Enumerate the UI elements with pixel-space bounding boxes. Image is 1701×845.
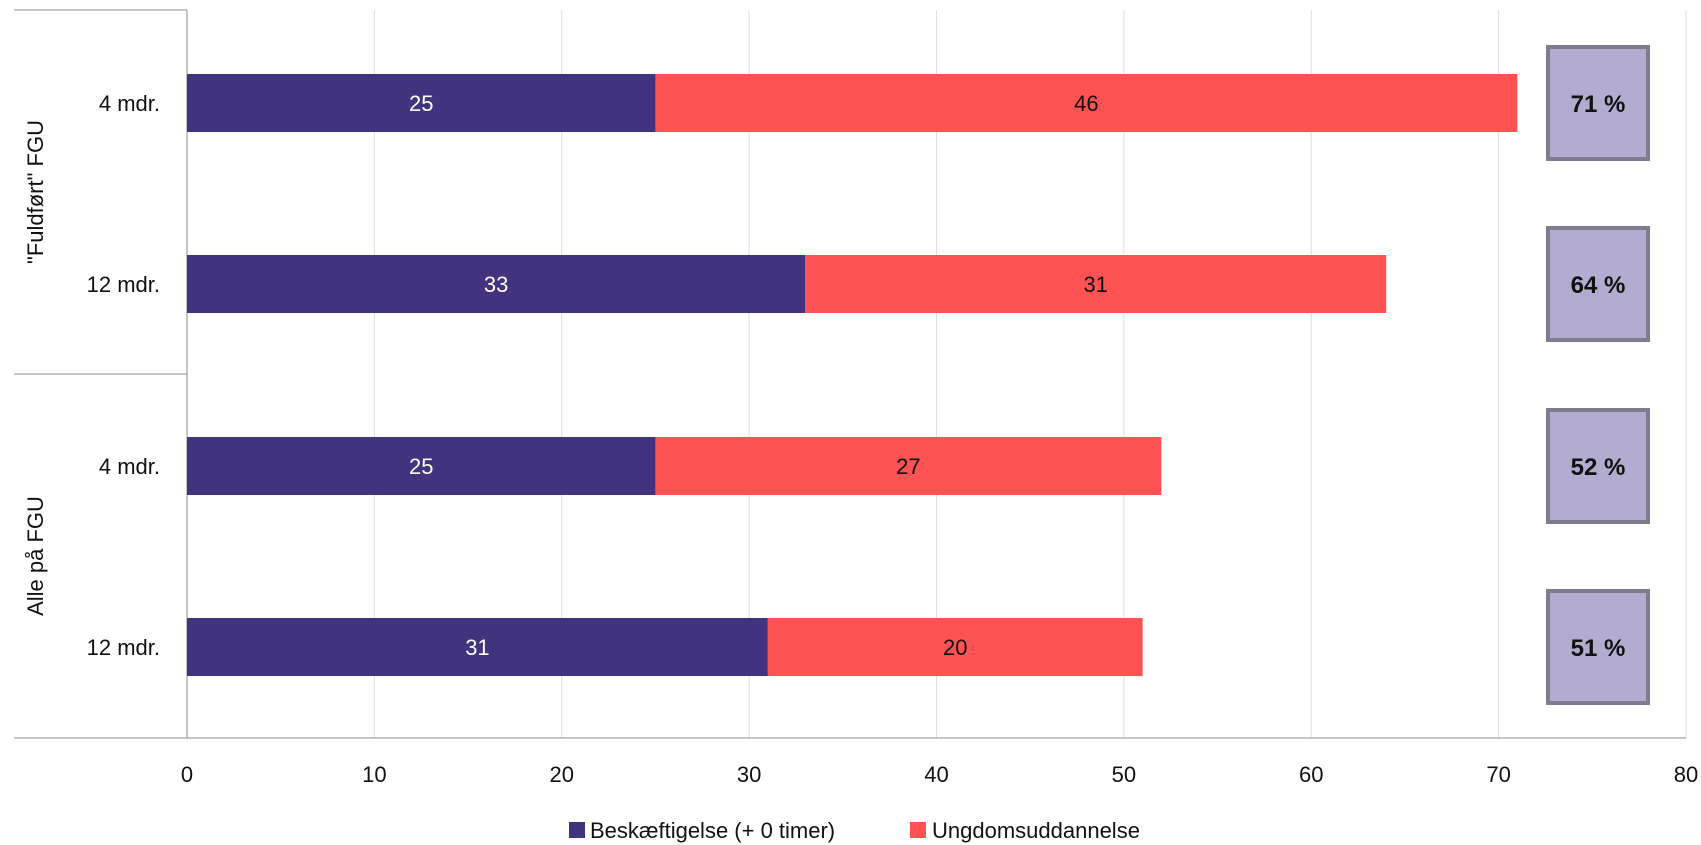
data-label-s0-r0: 25	[409, 91, 433, 116]
bar-beskaeftigelse-3	[187, 618, 768, 676]
data-label-s1-r1: 31	[1084, 272, 1108, 297]
legend-swatch-0	[569, 822, 585, 838]
x-tick-label-50: 50	[1112, 762, 1136, 787]
x-tick-label-0: 0	[181, 762, 193, 787]
totals: 71 % 64 % 52 % 51 %	[1546, 45, 1650, 705]
legend-label-0: Beskæftigelse (+ 0 timer)	[590, 818, 835, 843]
y-tick-label-0: 4 mdr.	[99, 91, 160, 116]
bar-ungdomsuddannelse-0	[655, 74, 1518, 132]
total-label-1: 64 %	[1571, 272, 1626, 299]
axes: 0 10 20 30 40 50 60 70 80 "Fuldført" FGU Alle på F…	[14, 9, 1698, 787]
legend: Beskæftigelse (+ 0 timer) Ungdomsuddannel…	[569, 818, 1140, 843]
bar-beskaeftigelse-1	[187, 255, 806, 313]
total-box-2	[1546, 408, 1650, 524]
legend-label-1: Ungdomsuddannelse	[932, 818, 1140, 843]
bar-ungdomsuddannelse-3	[767, 618, 1143, 676]
legend-swatch-1	[910, 822, 926, 838]
y-tick-label-2: 4 mdr.	[99, 454, 160, 479]
total-box-3	[1546, 589, 1650, 705]
data-label-s0-r2: 25	[409, 454, 433, 479]
data-label-s1-r0: 46	[1074, 91, 1098, 116]
labels: 25 46 33 31 25 27 31 20	[409, 91, 1108, 660]
y-tick-label-1: 12 mdr.	[87, 272, 160, 297]
x-tick-label-80: 80	[1674, 762, 1698, 787]
total-box-1	[1546, 226, 1650, 342]
total-label-0: 71 %	[1571, 91, 1626, 118]
x-tick-label-70: 70	[1486, 762, 1510, 787]
bar-beskaeftigelse-0	[187, 74, 656, 132]
bar-ungdomsuddannelse-2	[655, 437, 1162, 495]
x-tick-label-30: 30	[737, 762, 761, 787]
data-label-s1-r2: 27	[896, 454, 920, 479]
data-label-s0-r3: 31	[465, 635, 489, 660]
x-tick-label-40: 40	[924, 762, 948, 787]
x-tick-label-20: 20	[550, 762, 574, 787]
total-label-2: 52 %	[1571, 454, 1626, 481]
total-box-0	[1546, 45, 1650, 161]
bar-ungdomsuddannelse-1	[805, 255, 1387, 313]
bars	[187, 74, 1518, 676]
data-label-s1-r3: 20	[943, 635, 967, 660]
data-label-s0-r1: 33	[484, 272, 508, 297]
bar-beskaeftigelse-2	[187, 437, 656, 495]
group-label-1: Alle på FGU	[23, 496, 48, 616]
y-tick-label-3: 12 mdr.	[87, 635, 160, 660]
total-label-3: 51 %	[1571, 635, 1626, 662]
x-tick-label-60: 60	[1299, 762, 1323, 787]
x-tick-label-10: 10	[362, 762, 386, 787]
group-label-0: "Fuldført" FGU	[23, 120, 48, 264]
